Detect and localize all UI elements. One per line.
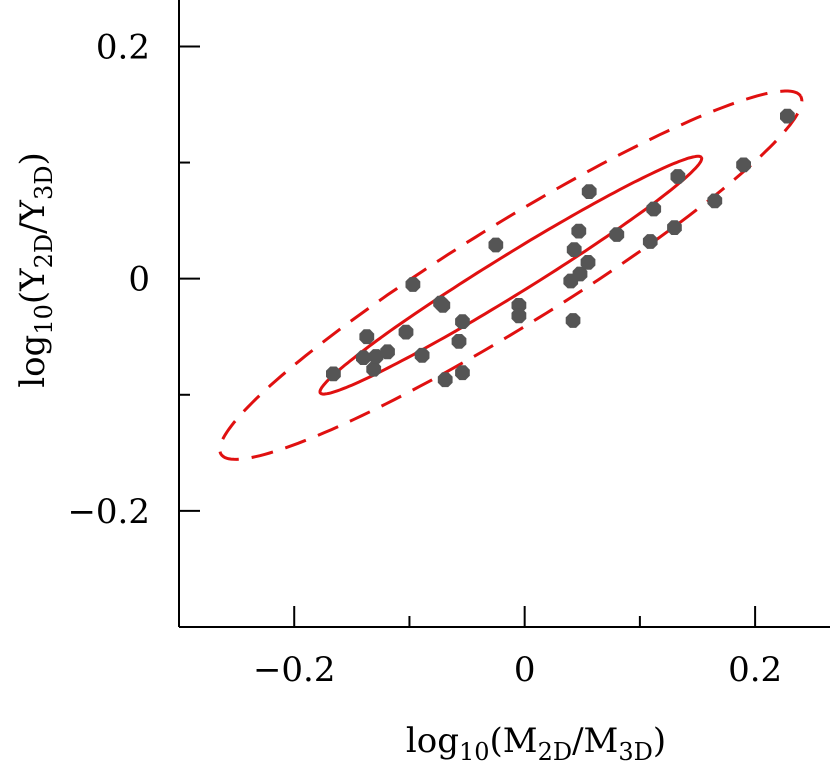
x-tick-label: 0 xyxy=(514,650,536,690)
data-point xyxy=(609,227,625,242)
data-point xyxy=(565,313,581,328)
data-point xyxy=(488,237,504,253)
x-tick-label: −0.2 xyxy=(253,650,336,690)
y-tick-label: 0 xyxy=(128,260,150,300)
data-point xyxy=(451,334,467,349)
data-point xyxy=(646,201,662,217)
data-point xyxy=(707,193,723,209)
data-point xyxy=(580,255,596,270)
outer-2sigma-ellipse xyxy=(218,89,804,461)
data-point xyxy=(437,372,453,388)
data-point xyxy=(366,361,382,377)
x-axis-label: log10(M2D/M3D) xyxy=(406,721,666,766)
y-axis-label: log10(Y2D/Y3D) xyxy=(13,152,58,388)
data-points xyxy=(326,108,795,388)
data-point xyxy=(642,234,658,249)
data-point xyxy=(455,314,470,329)
data-point xyxy=(380,344,395,360)
data-point xyxy=(359,329,375,345)
x-tick-label: 0.2 xyxy=(728,650,782,690)
data-point xyxy=(326,366,341,382)
data-point xyxy=(455,365,470,381)
data-point xyxy=(398,324,414,340)
axes xyxy=(178,0,830,628)
data-point xyxy=(571,223,587,239)
data-point xyxy=(511,308,527,324)
data-point xyxy=(581,184,597,199)
data-point xyxy=(670,169,686,184)
confidence-ellipses xyxy=(218,89,804,461)
data-point xyxy=(405,277,421,292)
data-point xyxy=(435,298,451,313)
data-point xyxy=(736,157,751,173)
y-tick-label: −0.2 xyxy=(67,492,150,532)
tick-labels: −0.2 0 0.2 −0.2 0 0.2 xyxy=(67,27,782,690)
data-point xyxy=(780,108,795,124)
data-point xyxy=(368,349,384,364)
data-point xyxy=(566,242,582,257)
data-point xyxy=(667,220,682,235)
ticks xyxy=(179,45,757,627)
data-point xyxy=(572,266,588,282)
data-point xyxy=(356,350,371,365)
y-tick-label: 0.2 xyxy=(96,27,150,67)
data-point xyxy=(414,347,430,363)
